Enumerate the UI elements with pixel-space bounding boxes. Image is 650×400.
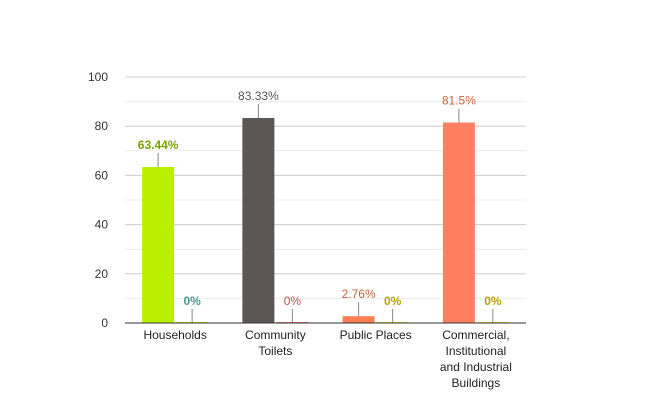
x-category-label: Community Toilets	[245, 328, 306, 358]
y-tick-label: 60	[95, 168, 109, 182]
y-tick-label: 0	[101, 316, 108, 330]
data-labels: 63.44% 0% 83.33% 0% 2.76% 0% 81.5% 0%	[138, 89, 502, 308]
y-tick-label: 80	[95, 119, 109, 133]
bar[interactable]	[242, 118, 275, 323]
data-label: 0%	[384, 294, 402, 308]
y-tick-label: 100	[88, 70, 108, 84]
data-label: 83.33%	[238, 89, 279, 103]
data-label-leaders	[157, 104, 494, 323]
data-label: 0%	[284, 294, 302, 308]
data-label: 81.5%	[442, 94, 476, 108]
bar[interactable]	[442, 122, 475, 323]
data-label: 0%	[183, 294, 201, 308]
x-axis-category-labels: Households Community Toilets Public Places C…	[143, 328, 511, 390]
x-category-label: Households	[143, 328, 206, 342]
data-label: 63.44%	[138, 138, 179, 152]
bars	[142, 118, 509, 323]
bar[interactable]	[342, 316, 375, 323]
y-axis-tick-labels: 0 20 40 60 80 100	[88, 70, 108, 330]
y-tick-label: 20	[95, 267, 109, 281]
x-category-label: Commercial, Institutional and Industrial Bu…	[440, 328, 512, 390]
grid-lines	[125, 76, 526, 299]
bar[interactable]	[142, 166, 175, 323]
x-category-label: Public Places	[340, 328, 412, 342]
data-label: 0%	[484, 294, 502, 308]
data-label: 2.76%	[342, 287, 376, 301]
y-tick-label: 40	[95, 218, 109, 232]
